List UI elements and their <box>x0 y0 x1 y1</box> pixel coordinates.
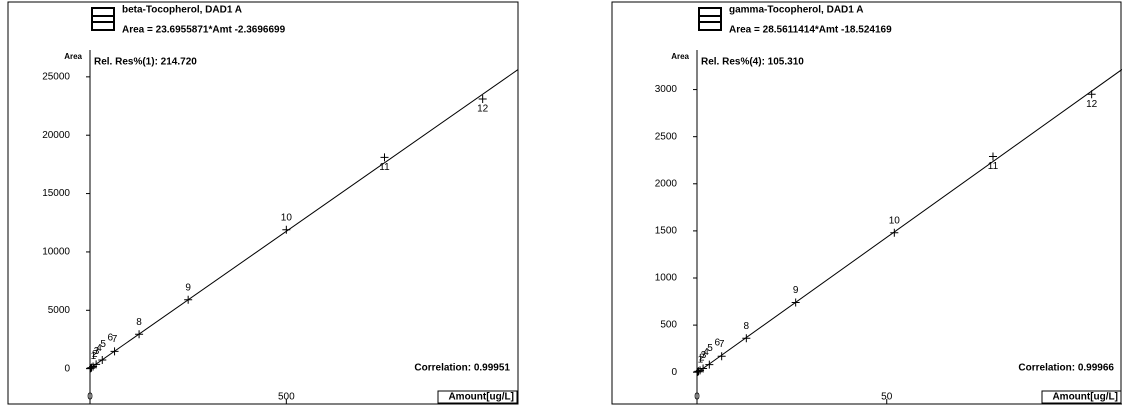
point-label: 4 <box>703 347 709 358</box>
data-point <box>92 360 101 369</box>
point-label: 10 <box>281 212 293 223</box>
point-label: 5 <box>100 339 106 350</box>
point-label: 1 <box>91 351 97 362</box>
x-label-box <box>437 390 518 404</box>
point-label: 2 <box>92 349 98 360</box>
point-label: 6 <box>107 333 113 344</box>
x-tick-label: 0 <box>694 392 700 403</box>
point-label: 8 <box>744 321 750 332</box>
y-tick-label: 15000 <box>42 188 70 199</box>
y-tick-label: 20000 <box>42 130 70 141</box>
compound-icon <box>91 7 115 31</box>
fit-line <box>696 69 1122 374</box>
x-tick-label: 500 <box>278 392 295 403</box>
y-tick-label: 2500 <box>655 131 678 142</box>
point-label: 12 <box>1086 99 1098 110</box>
y-tick-label: 500 <box>660 320 677 331</box>
data-point <box>988 152 997 161</box>
equation: Area = 23.6955871*Amt -2.3696699 <box>122 25 286 36</box>
data-point <box>791 298 800 307</box>
point-label: 7 <box>112 334 118 345</box>
data-point <box>694 367 703 376</box>
point-label: 5 <box>707 343 713 354</box>
data-point <box>705 360 714 369</box>
panel-frame <box>7 1 519 405</box>
y-tick-label: 25000 <box>42 71 70 82</box>
rel-res: Rel. Res%(1): 214.720 <box>94 57 197 68</box>
point-label: 3 <box>701 350 707 361</box>
data-point <box>282 225 291 234</box>
data-point <box>98 356 107 365</box>
x-label-box <box>1041 390 1122 404</box>
fit-line <box>89 69 519 369</box>
x-axis-label: Amount[ug/L] <box>448 392 514 403</box>
data-point <box>184 295 193 304</box>
correlation: Correlation: 0.99951 <box>414 363 510 374</box>
data-point <box>1087 90 1096 99</box>
y-tick-label: 1000 <box>655 273 678 284</box>
point-label: 12 <box>477 104 489 115</box>
point-label: 9 <box>793 285 799 296</box>
y-axis-label: Area <box>671 52 689 61</box>
data-point <box>110 347 119 356</box>
x-tick-label: 50 <box>881 392 893 403</box>
data-point <box>380 153 389 162</box>
compound-icon <box>698 7 722 31</box>
equation: Area = 28.5611414*Amt -18.524169 <box>729 25 892 36</box>
point-label: 3 <box>94 346 100 357</box>
point-label: 7 <box>719 339 725 350</box>
point-label: 11 <box>379 162 390 173</box>
y-tick-label: 5000 <box>48 305 71 316</box>
rel-res: Rel. Res%(4): 105.310 <box>701 57 804 68</box>
x-tick-label: 0 <box>87 392 93 403</box>
point-label: 2 <box>699 352 705 363</box>
point-label: 8 <box>136 317 142 328</box>
chart-title: beta-Tocopherol, DAD1 A <box>122 5 242 16</box>
y-tick-label: 2000 <box>655 178 678 189</box>
y-tick-label: 3000 <box>655 84 678 95</box>
point-label: 11 <box>988 161 999 172</box>
data-point <box>890 228 899 237</box>
data-point <box>135 330 144 339</box>
y-tick-label: 10000 <box>42 247 70 258</box>
y-axis-label: Area <box>64 52 82 61</box>
point-label: 10 <box>889 215 901 226</box>
point-label: 6 <box>715 337 721 348</box>
correlation: Correlation: 0.99966 <box>1018 363 1114 374</box>
data-point <box>87 363 96 372</box>
y-tick-label: 1500 <box>655 226 678 237</box>
data-point <box>742 334 751 343</box>
data-point <box>478 95 487 104</box>
data-point <box>717 352 726 361</box>
data-point <box>699 364 708 373</box>
point-label: 1 <box>698 355 704 366</box>
chart-title: gamma-Tocopherol, DAD1 A <box>729 5 863 16</box>
panel-frame <box>611 1 1122 405</box>
point-label: 4 <box>96 343 102 354</box>
y-tick-label: 0 <box>671 367 677 378</box>
y-tick-label: 0 <box>64 363 70 374</box>
x-axis-label: Amount[ug/L] <box>1052 392 1118 403</box>
point-label: 9 <box>185 282 191 293</box>
